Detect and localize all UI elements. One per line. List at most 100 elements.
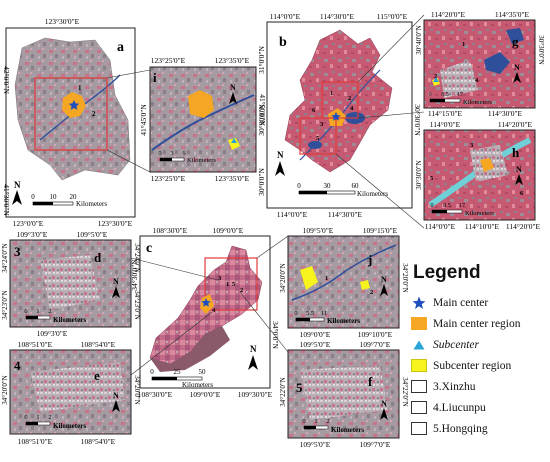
panel-j: 109°5'0"E 109°15'0"E j 1 2 34°20'0"N 34°… [279, 226, 409, 339]
panel-a-star-icon [68, 100, 80, 110]
panel-c-letter: c [146, 241, 152, 256]
svg-text:114°0'0"E: 114°0'0"E [430, 120, 461, 129]
panel-j-river [291, 244, 397, 301]
legend-title: Legend [413, 262, 481, 283]
svg-text:115°0'0"E: 115°0'0"E [377, 12, 408, 21]
svg-text:2: 2 [348, 95, 351, 102]
svg-text:3: 3 [218, 275, 222, 282]
legend-item-xinzhu: 3.Xinzhu [411, 376, 549, 397]
svg-text:60: 60 [352, 182, 360, 190]
svg-text:30°30'0"N: 30°30'0"N [257, 104, 266, 136]
svg-text:2: 2 [370, 289, 373, 296]
svg-text:109°30'0"E: 109°30'0"E [238, 390, 273, 399]
svg-text:30°30'0"N: 30°30'0"N [415, 160, 423, 189]
svg-text:30°30'0"N: 30°30'0"N [413, 104, 422, 136]
panel-a-sub-label-1: 1 [78, 84, 82, 92]
svg-text:114°20'0"E: 114°20'0"E [498, 120, 533, 129]
svg-text:34°20'0"N: 34°20'0"N [133, 375, 141, 404]
svg-text:109°7'0"E: 109°7'0"E [360, 440, 391, 449]
svg-text:17: 17 [457, 92, 463, 98]
triangle-icon [411, 338, 427, 351]
svg-text:0: 0 [294, 310, 297, 317]
panel-g-lake-2 [506, 28, 524, 44]
svg-text:108°30'0"E: 108°30'0"E [153, 226, 188, 235]
svg-text:Kilometers: Kilometers [331, 426, 364, 434]
svg-text:123°35'0"E: 123°35'0"E [215, 56, 250, 65]
star-icon [411, 296, 427, 309]
svg-text:Kilometers: Kilometers [465, 210, 494, 217]
svg-text:0: 0 [31, 193, 35, 201]
connector-b-g [357, 14, 425, 83]
connector-c-f [239, 291, 289, 353]
panel-b-zoom-box-h [299, 117, 337, 155]
panel-e-number: 4 [14, 358, 21, 373]
panel-i-main-center-region [188, 90, 214, 118]
panel-f: 109°5'0"E 109°7'0"E 5 f 34°22'0"N 34°22'… [279, 340, 409, 449]
panel-a-lat-bottom: 41°30'0"N [2, 184, 11, 216]
svg-text:Kilometers: Kilometers [187, 157, 216, 164]
svg-text:34°23'0"N: 34°23'0"N [133, 290, 141, 319]
panel-i-north-arrow: N [229, 83, 237, 104]
svg-text:34°0'0"N: 34°0'0"N [271, 321, 280, 349]
svg-text:41°50'0"N: 41°50'0"N [258, 94, 267, 126]
svg-text:114°30'0"E: 114°30'0"E [328, 210, 363, 219]
panel-g-urban [440, 60, 478, 98]
svg-text:N: N [14, 180, 21, 190]
panel-i-subcenter-region [228, 138, 240, 150]
svg-text:4: 4 [350, 105, 354, 112]
panel-j-north-arrow: N [380, 275, 388, 296]
panel-d-north-arrow: N [112, 277, 120, 298]
panel-i: 123°25'0"E 123°35'0"E i 41°45'0"N 41°50'… [139, 56, 267, 183]
svg-text:34°23'0"N: 34°23'0"N [1, 290, 9, 319]
panel-a: 123°30'0"E a 1 2 42°0'0"N 41°30'0"N N 0 … [2, 17, 136, 228]
panel-a-sub-label-2: 2 [92, 110, 96, 118]
panel-e-letter: e [94, 368, 100, 383]
svg-text:0: 0 [150, 368, 154, 376]
panel-e-north-arrow: N [112, 391, 120, 412]
svg-text:0: 0 [24, 414, 27, 421]
svg-text:0: 0 [24, 308, 27, 315]
svg-text:108°54'0"E: 108°54'0"E [81, 437, 116, 446]
svg-text:Kilometers: Kilometers [327, 317, 360, 325]
svg-text:109°3'0"E: 109°3'0"E [17, 230, 48, 239]
panel-g-north-arrow: N [513, 63, 521, 83]
panel-c-north-arrow: N [248, 344, 258, 370]
svg-text:5: 5 [232, 281, 236, 288]
panel-g-triangle-icon [433, 77, 439, 82]
panel-e-urban [30, 362, 125, 412]
svg-text:0: 0 [158, 150, 161, 157]
panel-a-river [39, 74, 121, 141]
svg-text:0: 0 [302, 418, 305, 425]
panel-g-lake [484, 52, 510, 74]
svg-text:108°51'0"E: 108°51'0"E [18, 340, 53, 349]
svg-text:41°45'0"N: 41°45'0"N [139, 104, 148, 136]
legend-item-liucunpu: 4.Liucunpu [411, 397, 549, 418]
empty-box [411, 380, 427, 393]
svg-text:34°24'0"N: 34°24'0"N [1, 243, 9, 272]
svg-text:8.5: 8.5 [441, 92, 449, 98]
svg-text:31°0'0"N: 31°0'0"N [257, 46, 266, 74]
panel-f-number: 5 [296, 380, 303, 395]
svg-text:3: 3 [470, 142, 474, 149]
panel-a-bottom-lon-1: 123°0'0"E [13, 219, 44, 228]
svg-text:0: 0 [431, 203, 434, 209]
svg-text:109°5'0"E: 109°5'0"E [77, 230, 108, 239]
panel-d-letter: d [94, 250, 102, 265]
svg-text:109°5'0"E: 109°5'0"E [303, 226, 334, 235]
panel-c-scale-bar: 0 25 50 Kilometers [150, 368, 213, 389]
svg-text:109°0'0"E: 109°0'0"E [190, 390, 221, 399]
svg-text:123°35'0"E: 123°35'0"E [215, 174, 250, 183]
svg-text:30°40'0"N: 30°40'0"N [415, 25, 423, 54]
svg-text:2: 2 [434, 73, 437, 80]
svg-text:4: 4 [475, 77, 479, 84]
legend-item-hongqing: 5.Hongqing [411, 418, 549, 439]
panel-h-north-arrow: N [515, 165, 523, 185]
panel-i-scale-bar: 0 3 6 Kilometers [158, 150, 216, 164]
legend: Legend Main center Main center region Su… [411, 262, 549, 435]
connector-b-h [335, 153, 425, 229]
svg-text:1: 1 [325, 275, 328, 282]
svg-text:N: N [113, 391, 119, 400]
panel-a-bottom-lon-2: 123°30'0"E [98, 219, 133, 228]
connector-b-g-2 [357, 111, 425, 119]
svg-text:114°35'0"E: 114°35'0"E [495, 10, 530, 19]
